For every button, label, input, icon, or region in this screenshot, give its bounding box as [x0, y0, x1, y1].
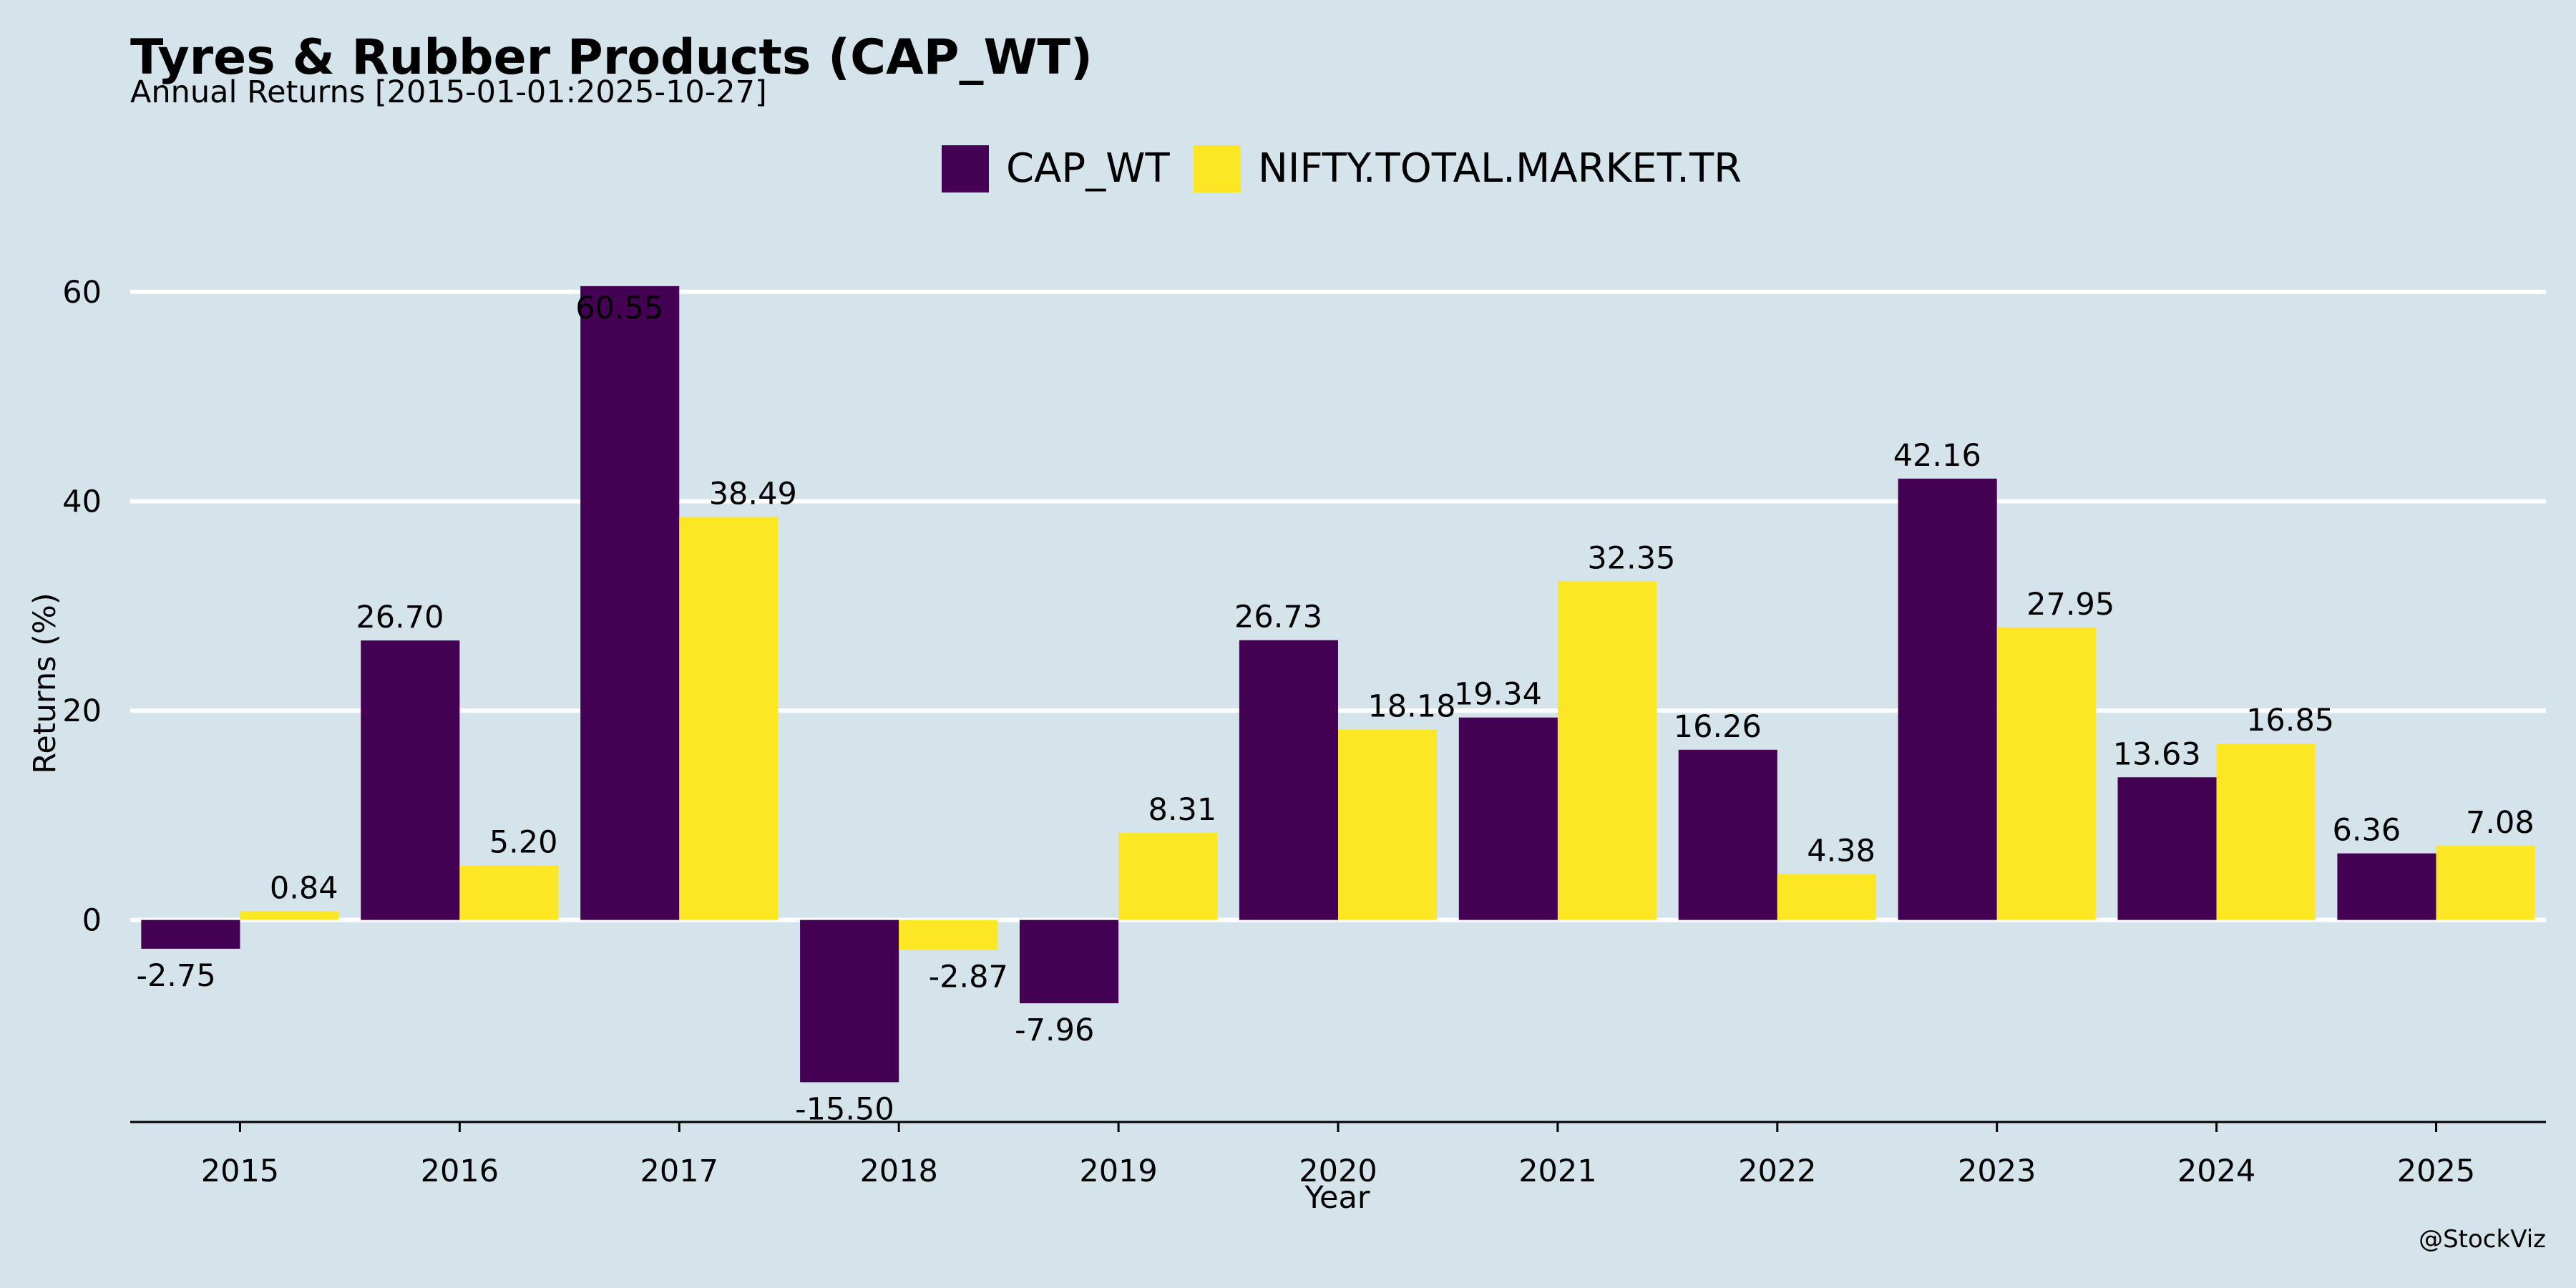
- data-label: -15.50: [795, 1091, 894, 1127]
- legend-label-nifty: NIFTY.TOTAL.MARKET.TR: [1258, 145, 1742, 192]
- bars: [141, 286, 2535, 1083]
- bar-nifty-2024: [2216, 743, 2316, 920]
- data-label: 6.36: [2333, 813, 2401, 849]
- data-label: 13.63: [2113, 736, 2201, 772]
- x-axis-label: Year: [1304, 1180, 1370, 1216]
- y-tick-label: 20: [62, 693, 102, 729]
- bar-cap-wt-2025: [2337, 853, 2436, 920]
- bar-cap-wt-2019: [1019, 919, 1119, 1004]
- x-tick-label: 2021: [1518, 1153, 1596, 1189]
- data-label: 26.70: [356, 600, 444, 635]
- y-tick-label: 0: [82, 903, 102, 939]
- legend-swatch-cap-wt: [942, 145, 989, 192]
- x-tick-label: 2015: [201, 1153, 279, 1189]
- x-tick-label: 2025: [2397, 1153, 2475, 1189]
- bar-nifty-2019: [1118, 833, 1218, 920]
- legend-label-cap-wt: CAP_WT: [1006, 145, 1171, 192]
- y-tick-labels: 0 20 40 60: [62, 275, 102, 939]
- data-label: 16.85: [2246, 703, 2334, 738]
- bar-nifty-2018: [899, 919, 998, 950]
- bar-nifty-2021: [1557, 581, 1657, 920]
- x-tick-labels: 2015 2016 2017 2018 2019 2020 2021 2022 2023 2024…: [201, 1153, 2476, 1189]
- data-label: 19.34: [1454, 677, 1542, 713]
- data-label: -2.87: [929, 960, 1008, 995]
- bar-cap-wt-2017: [580, 286, 680, 920]
- bar-cap-wt-2021: [1458, 717, 1558, 920]
- chart-title: Tyres & Rubber Products (CAP_WT): [130, 29, 1093, 86]
- x-tick-label: 2024: [2177, 1153, 2255, 1189]
- bar-cap-wt-2020: [1239, 640, 1338, 920]
- data-label: 32.35: [1587, 540, 1675, 576]
- x-tick-label: 2016: [421, 1153, 499, 1189]
- x-axis: [130, 1121, 2546, 1132]
- x-tick-label: 2018: [859, 1153, 937, 1189]
- data-label: 0.84: [270, 870, 338, 906]
- data-label: 60.55: [575, 291, 663, 326]
- legend-swatch-nifty: [1194, 145, 1241, 192]
- data-label: -7.96: [1015, 1013, 1094, 1048]
- data-label: -2.75: [136, 958, 215, 994]
- data-label: 27.95: [2026, 587, 2114, 623]
- bar-cap-wt-2024: [2117, 777, 2217, 920]
- bar-nifty-2020: [1338, 729, 1438, 920]
- bar-nifty-2023: [1996, 627, 2096, 920]
- bar-nifty-2025: [2436, 846, 2535, 920]
- legend: CAP_WT NIFTY.TOTAL.MARKET.TR: [942, 145, 1742, 192]
- data-label: 18.18: [1367, 689, 1455, 725]
- bar-nifty-2017: [679, 517, 779, 920]
- data-label: 16.26: [1674, 709, 1762, 745]
- data-label: 5.20: [489, 825, 558, 861]
- bar-cap-wt-2016: [361, 640, 460, 920]
- data-label: 38.49: [709, 477, 797, 512]
- bar-nifty-2022: [1777, 874, 1876, 920]
- data-label: 7.08: [2466, 805, 2534, 841]
- x-tick-label: 2019: [1079, 1153, 1157, 1189]
- bar-nifty-2016: [459, 865, 559, 920]
- data-label: 8.31: [1148, 792, 1217, 828]
- y-tick-label: 60: [62, 275, 102, 311]
- bar-cap-wt-2022: [1678, 749, 1777, 920]
- bar-cap-wt-2023: [1898, 478, 1997, 920]
- x-tick-label: 2023: [1958, 1153, 2036, 1189]
- x-tick-label: 2020: [1299, 1153, 1377, 1189]
- data-label: 26.73: [1234, 600, 1322, 635]
- bar-cap-wt-2018: [800, 919, 899, 1083]
- x-tick-label: 2017: [640, 1153, 718, 1189]
- y-tick-label: 40: [62, 484, 102, 519]
- bar-cap-wt-2015: [141, 919, 240, 949]
- y-axis-label: Returns (%): [27, 592, 63, 774]
- data-labels: -2.75 0.84 26.70 5.20 60.55 38.49 -15.50 -2.87-…: [136, 291, 2534, 1128]
- data-label: 42.16: [1893, 438, 1981, 474]
- chart-subtitle: Annual Returns [2015-01-01:2025-10-27]: [130, 74, 767, 110]
- bar-nifty-2015: [240, 911, 339, 920]
- watermark: @StockViz: [2419, 1225, 2546, 1254]
- x-tick-label: 2022: [1738, 1153, 1816, 1189]
- data-label: 4.38: [1807, 834, 1875, 869]
